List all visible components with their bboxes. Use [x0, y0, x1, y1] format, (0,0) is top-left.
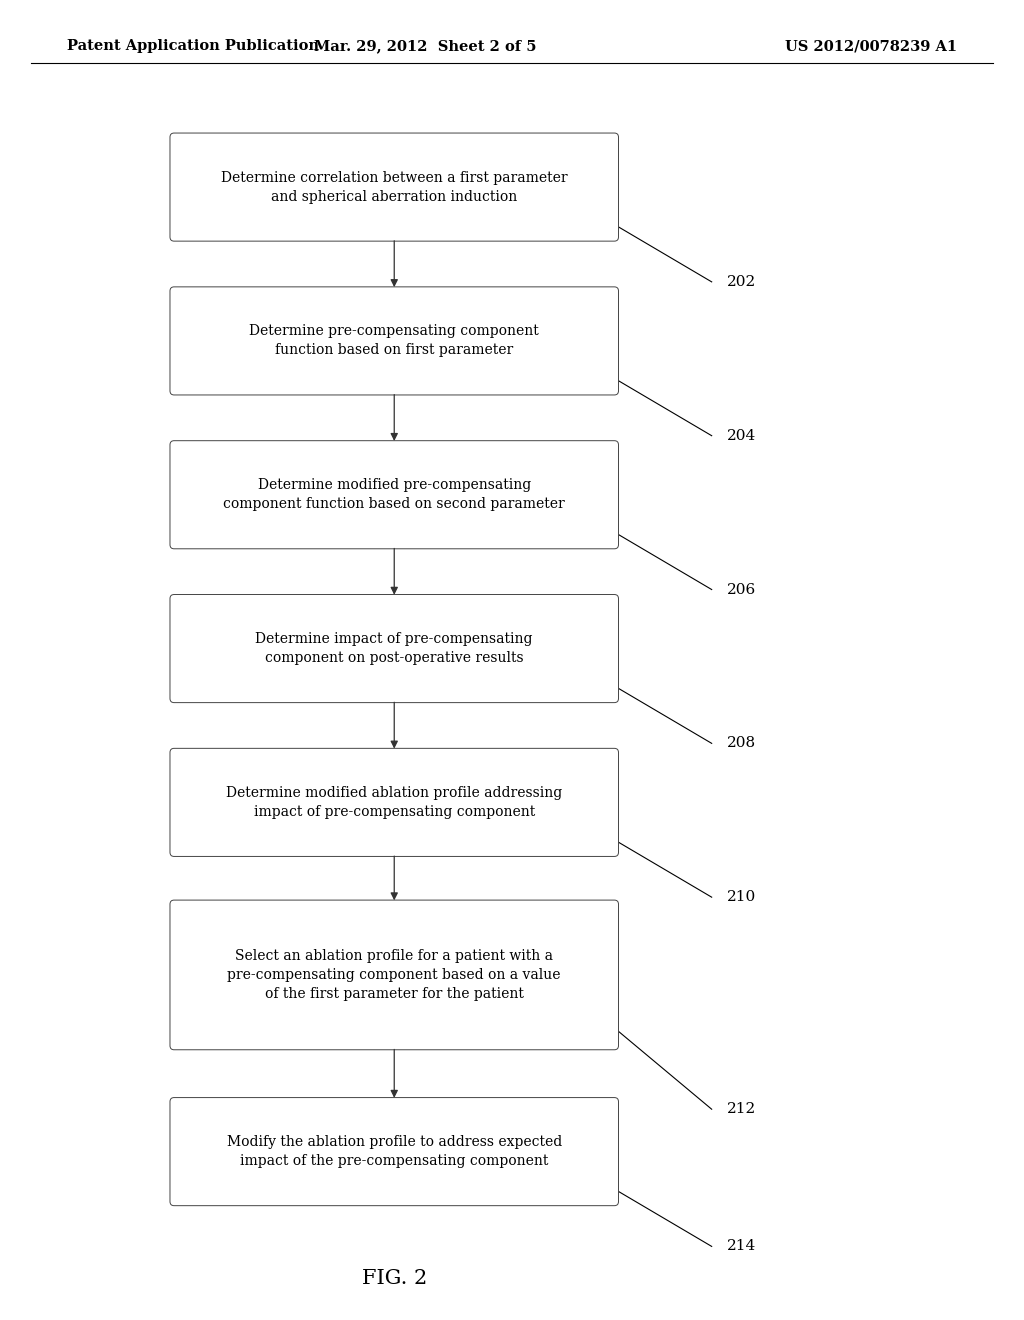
Text: 206: 206 [727, 582, 757, 597]
Text: Determine pre-compensating component
function based on first parameter: Determine pre-compensating component fun… [250, 325, 539, 358]
Text: Modify the ablation profile to address expected
impact of the pre-compensating c: Modify the ablation profile to address e… [226, 1135, 562, 1168]
Text: 204: 204 [727, 429, 757, 442]
Text: 214: 214 [727, 1239, 757, 1254]
FancyBboxPatch shape [170, 594, 618, 702]
Text: US 2012/0078239 A1: US 2012/0078239 A1 [785, 40, 957, 53]
Text: Select an ablation profile for a patient with a
pre-compensating component based: Select an ablation profile for a patient… [227, 949, 561, 1001]
FancyBboxPatch shape [170, 748, 618, 857]
Text: Determine impact of pre-compensating
component on post-operative results: Determine impact of pre-compensating com… [256, 632, 532, 665]
Text: 210: 210 [727, 890, 757, 904]
FancyBboxPatch shape [170, 1097, 618, 1205]
FancyBboxPatch shape [170, 286, 618, 395]
FancyBboxPatch shape [170, 441, 618, 549]
Text: FIG. 2: FIG. 2 [361, 1269, 427, 1288]
Text: Determine correlation between a first parameter
and spherical aberration inducti: Determine correlation between a first pa… [221, 170, 567, 203]
FancyBboxPatch shape [170, 133, 618, 242]
Text: 208: 208 [727, 737, 756, 750]
Text: 212: 212 [727, 1102, 757, 1117]
Text: Determine modified ablation profile addressing
impact of pre-compensating compon: Determine modified ablation profile addr… [226, 785, 562, 818]
Text: Patent Application Publication: Patent Application Publication [67, 40, 318, 53]
FancyBboxPatch shape [170, 900, 618, 1049]
Text: Mar. 29, 2012  Sheet 2 of 5: Mar. 29, 2012 Sheet 2 of 5 [313, 40, 537, 53]
Text: Determine modified pre-compensating
component function based on second parameter: Determine modified pre-compensating comp… [223, 478, 565, 511]
Text: 202: 202 [727, 275, 757, 289]
